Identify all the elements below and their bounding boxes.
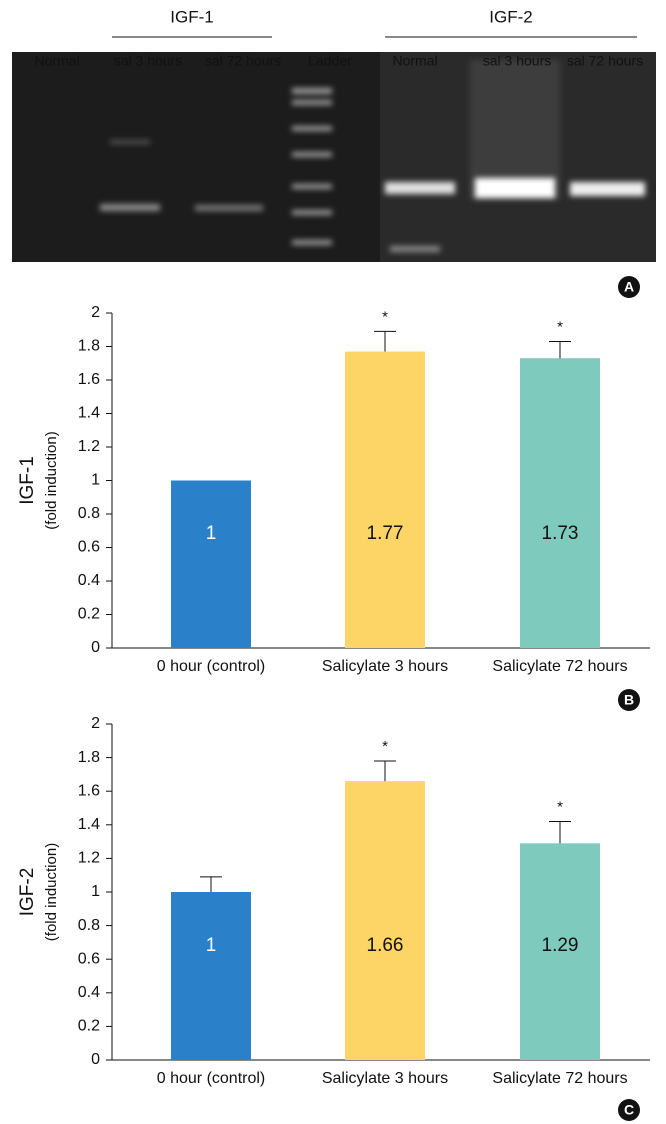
panel-label: B (624, 692, 634, 708)
bar (345, 781, 425, 1060)
value-label: 1.66 (367, 935, 404, 956)
y-tick-label: 1.6 (78, 371, 100, 388)
lane-label: Ladder (308, 53, 352, 69)
value-label: 1.73 (542, 523, 579, 544)
figure: IGF-1 IGF-2 A Normal sal 3 hours sal 72 ho… (0, 0, 666, 1124)
y-tick-label: 0.4 (78, 572, 100, 589)
bar (345, 352, 425, 648)
x-tick-label: Salicylate 3 hours (322, 1070, 448, 1087)
x-tick-label: Salicylate 3 hours (322, 658, 448, 675)
y-tick-label: 1.8 (78, 749, 100, 766)
value-label: 1.29 (542, 935, 579, 956)
lane-label: sal 3 hours (483, 53, 551, 69)
y-tick-label: 0 (91, 1051, 100, 1068)
y-tick-label: 1.4 (78, 405, 100, 422)
x-tick-label: Salicylate 72 hours (492, 658, 627, 675)
panel-label: A (624, 279, 634, 295)
y-tick-label: 2 (91, 304, 100, 321)
x-tick-label: 0 hour (control) (157, 1070, 266, 1087)
y-axis-label: IGF-1 (17, 456, 38, 505)
error-bar (549, 341, 571, 358)
y-tick-label: 1 (91, 472, 100, 489)
lane-label: sal 3 hours (114, 53, 182, 69)
value-label: 1 (206, 523, 217, 544)
y-axis-sublabel: (fold induction) (43, 431, 60, 529)
significance-marker: * (382, 738, 388, 755)
bar (171, 892, 251, 1060)
error-bar (200, 877, 222, 892)
y-tick-label: 0.4 (78, 984, 100, 1001)
significance-marker: * (557, 318, 563, 335)
bar (520, 358, 600, 648)
error-bar (374, 331, 396, 351)
y-tick-label: 0.6 (78, 950, 100, 967)
x-tick-label: Salicylate 72 hours (492, 1070, 627, 1087)
gel-image (12, 52, 656, 262)
error-bar (549, 821, 571, 843)
x-tick-label: 0 hour (control) (157, 658, 266, 675)
significance-marker: * (382, 308, 388, 325)
error-bar (374, 761, 396, 781)
y-tick-label: 1 (91, 883, 100, 900)
panel-label: C (624, 1102, 634, 1118)
y-tick-label: 1.2 (78, 438, 100, 455)
lane-label: Normal (392, 53, 437, 69)
y-tick-label: 1.8 (78, 338, 100, 355)
group-label: IGF-1 (170, 7, 213, 26)
y-tick-label: 0.2 (78, 606, 100, 623)
bar (171, 481, 251, 649)
value-label: 1.77 (367, 523, 404, 544)
lane-label: sal 72 hours (567, 53, 643, 69)
value-label: 1 (206, 935, 217, 956)
y-tick-label: 2 (91, 715, 100, 732)
y-axis-sublabel: (fold induction) (43, 843, 60, 941)
y-tick-label: 0.8 (78, 917, 100, 934)
y-tick-label: 1.4 (78, 816, 100, 833)
significance-marker: * (557, 798, 563, 815)
lane-label: Normal (34, 53, 79, 69)
y-tick-label: 0.8 (78, 505, 100, 522)
y-tick-label: 0 (91, 639, 100, 656)
y-tick-label: 1.6 (78, 782, 100, 799)
y-tick-label: 1.2 (78, 850, 100, 867)
y-tick-label: 0.2 (78, 1018, 100, 1035)
group-label: IGF-2 (489, 7, 532, 26)
lane-label: sal 72 hours (205, 53, 281, 69)
y-tick-label: 0.6 (78, 539, 100, 556)
y-axis-label: IGF-2 (17, 868, 38, 917)
